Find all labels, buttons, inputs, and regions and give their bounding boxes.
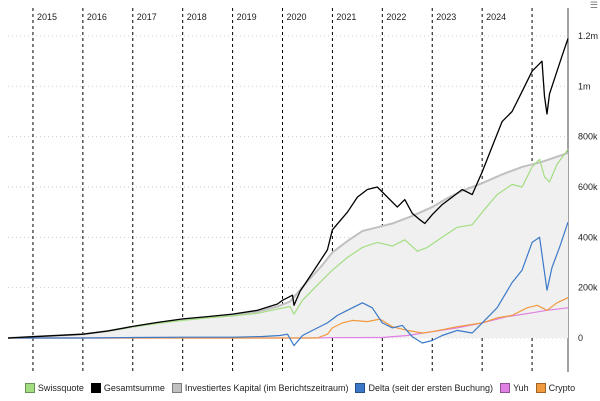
legend-swatch — [355, 383, 366, 393]
y-tick-label: 0 — [578, 333, 583, 343]
year-label: 2024 — [486, 12, 506, 22]
y-tick-label: 200k — [578, 283, 598, 293]
year-label: 2017 — [137, 12, 157, 22]
y-tick-label: 1.2m — [578, 31, 598, 41]
year-label: 2015 — [37, 12, 57, 22]
year-label: 2022 — [386, 12, 406, 22]
chart-menu-icon[interactable]: ☰ — [589, 0, 598, 10]
legend-label: Yuh — [513, 383, 529, 393]
legend-swatch — [90, 383, 101, 393]
legend-swatch — [171, 383, 182, 393]
y-tick-label: 1m — [578, 81, 591, 91]
year-label: 2018 — [187, 12, 207, 22]
year-label: 2016 — [87, 12, 107, 22]
year-label: 2019 — [237, 12, 257, 22]
legend-label: Crypto — [548, 383, 576, 393]
legend-label: Investiertes Kapital (im Berichtszeitrau… — [184, 383, 349, 393]
year-label: 2021 — [336, 12, 356, 22]
year-label: 2020 — [287, 12, 307, 22]
series-line-gesamtsumme — [7, 38, 569, 339]
legend-item-gesamtsumme[interactable]: Gesamtsumme — [90, 383, 165, 393]
series-line-crypto — [8, 297, 569, 339]
legend-item-swissquote[interactable]: Swissquote — [24, 383, 84, 393]
chart-legend: Swissquote Gesamtsumme Investiertes Kapita… — [0, 380, 600, 396]
legend-item-yuh[interactable]: Yuh — [500, 383, 529, 393]
legend-label: Delta (seit der ersten Buchung) — [368, 383, 494, 393]
y-tick-label: 600k — [578, 182, 598, 192]
legend-swatch — [500, 383, 511, 393]
legend-item-crypto[interactable]: Crypto — [535, 383, 576, 393]
legend-swatch — [24, 383, 35, 393]
legend-item-delta-seit-der-ersten-buchung[interactable]: Delta (seit der ersten Buchung) — [355, 383, 493, 393]
y-tick-label: 400k — [578, 232, 598, 242]
y-tick-label: 800k — [578, 132, 598, 142]
legend-label: Gesamtsumme — [103, 383, 165, 393]
series-area-fill-investiertes-kapital-im-berichtszeitraum — [8, 153, 568, 338]
year-label: 2023 — [436, 12, 456, 22]
legend-label: Swissquote — [37, 383, 84, 393]
chart-svg: 0 200k 400k 600k 800k 1m 1.2m 2015 2016 2017 2018 2… — [7, 8, 598, 372]
legend-item-investiertes-kapital-im-berichtszeitraum[interactable]: Investiertes Kapital (im Berichtszeitrau… — [171, 383, 349, 393]
series-line-swissquote — [7, 148, 569, 339]
legend-swatch — [535, 383, 546, 393]
series-line-delta-seit-der-ersten-buchung — [8, 222, 569, 347]
